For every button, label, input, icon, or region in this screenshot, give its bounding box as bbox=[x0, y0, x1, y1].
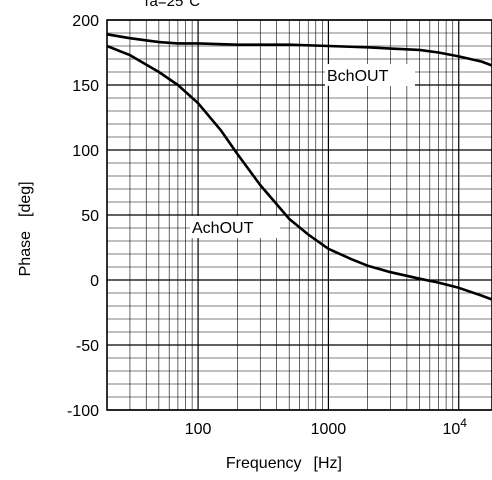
y-tick-label: -100 bbox=[67, 403, 99, 420]
x-tick-label: 104 bbox=[442, 416, 467, 438]
series-lines bbox=[106, 33, 492, 301]
y-tick-label: 200 bbox=[72, 13, 99, 30]
x-axis-label: Frequency [Hz] bbox=[226, 455, 342, 472]
series-line-bchout bbox=[106, 33, 492, 67]
x-tick-label: 100 bbox=[185, 421, 212, 438]
y-tick-label: -50 bbox=[76, 338, 99, 355]
series-label-achout: AchOUT bbox=[192, 220, 254, 237]
y-tick-label: 50 bbox=[81, 208, 99, 225]
y-tick-label: 100 bbox=[72, 143, 99, 160]
series-line-achout bbox=[106, 44, 492, 301]
plot-frame bbox=[106, 19, 492, 411]
y-axis-label: Phase [deg] bbox=[17, 181, 34, 276]
y-tick-label: 0 bbox=[90, 273, 99, 290]
x-axis-unit: [Hz] bbox=[314, 455, 342, 472]
y-tick-label: 150 bbox=[72, 78, 99, 95]
x-tick-label: 1000 bbox=[311, 421, 347, 438]
x-axis-title: Frequency bbox=[226, 455, 302, 472]
grid bbox=[106, 19, 492, 411]
y-axis-unit: [deg] bbox=[17, 181, 34, 217]
series-label-bchout: BchOUT bbox=[327, 68, 389, 85]
annotation-background bbox=[325, 64, 415, 86]
annotations: AchOUT BchOUT bbox=[190, 64, 415, 238]
y-axis-title: Phase bbox=[17, 231, 34, 276]
annotation-background bbox=[190, 216, 280, 238]
tick-labels: -100 -50 0 50 100 150 200 100 1000 104 bbox=[67, 13, 467, 438]
chart-title: Ta=25°C bbox=[142, 0, 200, 10]
